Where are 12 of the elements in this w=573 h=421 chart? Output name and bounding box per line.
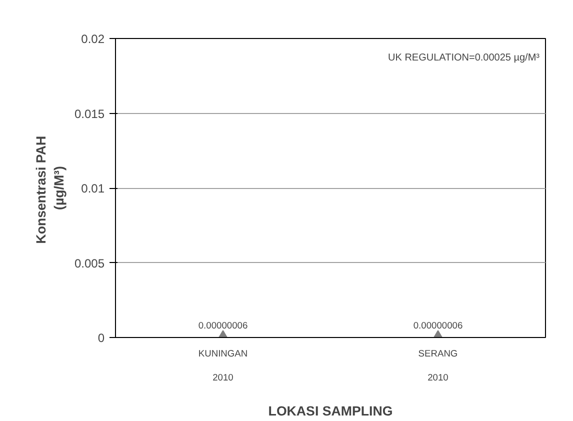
data-label: 0.00000006	[413, 320, 463, 330]
y-tick-label: 0.01	[81, 182, 105, 196]
annotation: UK REGULATION=0.00025 µg/M³	[388, 52, 540, 64]
y-tick-label: 0.015	[74, 106, 105, 121]
data-label: 0.00000006	[198, 320, 248, 330]
y-tick-label: 0	[98, 331, 105, 345]
y-axis-title: Konsentrasi PAH (µg/M³)	[33, 136, 66, 244]
x-axis-title: LOKASI SAMPLING	[268, 404, 393, 418]
y-tick-label: 0.005	[74, 256, 105, 270]
category-label: SERANG 2010	[418, 348, 458, 382]
y-tick-label: 0.02	[81, 32, 105, 46]
category-label: KUNINGAN 2010	[198, 348, 248, 382]
